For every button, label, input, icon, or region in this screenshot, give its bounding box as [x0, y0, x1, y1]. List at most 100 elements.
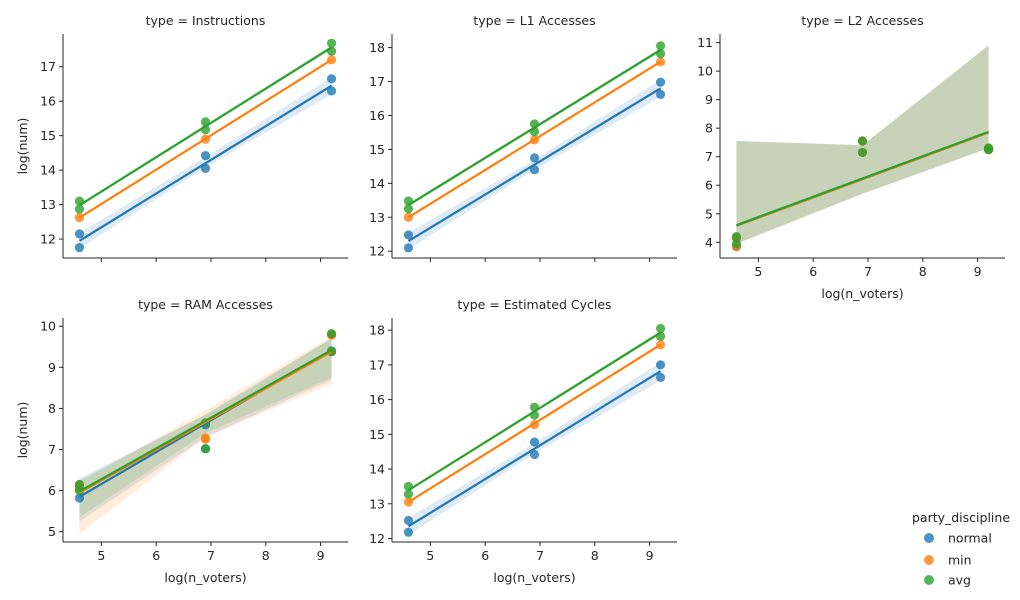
- data-point-normal: [529, 449, 540, 460]
- y-tick-label: 5: [705, 206, 713, 221]
- y-tick-label: 15: [369, 142, 385, 157]
- y-tick-label: 10: [40, 319, 56, 334]
- y-tick-label: 16: [369, 108, 385, 123]
- panel-type-ram-accesses: type = RAM Accesses 5 6 7 8 9 10 5 6 7 8 9 log(n_vot…: [15, 297, 348, 585]
- data-point-normal: [529, 153, 540, 163]
- x-tick-label: 5: [426, 548, 434, 563]
- fit-line-normal: [407, 370, 662, 528]
- fit-line-avg: [78, 46, 333, 207]
- data-point-avg: [74, 204, 85, 214]
- fit-line-avg: [407, 49, 662, 206]
- y-tick-label: 15: [40, 128, 56, 143]
- x-tick-label: 7: [536, 548, 544, 563]
- y-tick-label: 9: [48, 360, 56, 375]
- x-tick-label: 5: [97, 548, 105, 563]
- legend-marker-normal: [924, 533, 934, 543]
- y-axis-label: log(num): [15, 402, 30, 459]
- y-tick-label: 7: [48, 442, 56, 457]
- panel-title: type = RAM Accesses: [138, 297, 273, 312]
- legend-label-normal: normal: [948, 531, 992, 546]
- fit-line-normal: [407, 87, 662, 242]
- y-tick-label: 6: [705, 178, 713, 193]
- y-tick-label: 16: [40, 94, 56, 109]
- data-point-normal: [403, 230, 414, 240]
- y-tick-label: 13: [369, 210, 385, 225]
- y-tick-label: 14: [369, 462, 385, 477]
- data-point-normal: [200, 163, 211, 173]
- y-tick-label: 14: [40, 163, 56, 178]
- data-point-avg: [326, 38, 337, 48]
- x-tick-label: 6: [152, 548, 160, 563]
- y-tick-label: 17: [40, 59, 56, 74]
- data-point-avg: [857, 136, 868, 146]
- data-point-normal: [326, 86, 337, 96]
- data-point-avg: [983, 143, 994, 153]
- y-tick-label: 13: [40, 197, 56, 212]
- y-tick-label: 11: [697, 35, 713, 50]
- x-axis-label: log(n_voters): [493, 570, 575, 585]
- y-tick-label: 5: [48, 524, 56, 539]
- fit-line-min: [407, 60, 662, 219]
- data-point-normal: [655, 360, 666, 370]
- y-tick-label: 7: [705, 149, 713, 164]
- data-point-normal: [655, 89, 666, 100]
- x-tick-label: 8: [262, 548, 270, 563]
- y-tick-label: 12: [40, 232, 56, 247]
- y-tick-label: 8: [705, 121, 713, 136]
- x-tick-label: 9: [646, 548, 654, 563]
- data-point-normal: [403, 515, 414, 526]
- data-point-normal: [74, 229, 85, 239]
- ci-band-avg: [736, 45, 989, 244]
- legend: party_discipline normal min avg: [912, 510, 1010, 588]
- y-tick-label: 16: [369, 392, 385, 407]
- x-tick-label: 9: [974, 264, 982, 279]
- panel-title: type = L1 Accesses: [473, 13, 595, 28]
- data-point-normal: [529, 165, 540, 175]
- y-tick-label: 13: [369, 496, 385, 511]
- x-tick-label: 9: [317, 548, 325, 563]
- data-point-avg: [403, 204, 414, 214]
- data-point-avg: [655, 323, 666, 334]
- data-point-avg: [731, 239, 742, 249]
- data-point-avg: [731, 231, 742, 242]
- x-tick-label: 7: [207, 548, 215, 563]
- data-point-normal: [200, 151, 211, 161]
- data-point-normal: [655, 372, 666, 382]
- panel-title: type = Instructions: [146, 13, 266, 28]
- data-point-normal: [655, 77, 666, 87]
- panel-type-estimated-cycles: type = Estimated Cycles 12 13 14 15 16 17 18 5 6 7…: [369, 297, 677, 585]
- panel-type-l2-accesses: type = L2 Accesses 4 5 6 7 8 9 10 11 5 6 7 8 9 log(n_v…: [697, 13, 1005, 301]
- y-tick-label: 18: [369, 323, 385, 338]
- y-tick-label: 17: [369, 74, 385, 89]
- y-tick-label: 12: [369, 531, 385, 546]
- y-axis-label: log(num): [15, 118, 30, 175]
- legend-title: party_discipline: [912, 510, 1010, 525]
- panel-title: type = L2 Accesses: [801, 13, 923, 28]
- data-point-avg: [74, 479, 85, 490]
- fit-line-avg: [407, 331, 662, 492]
- legend-entry-min: min: [924, 553, 972, 568]
- data-point-normal: [403, 527, 414, 537]
- x-tick-label: 8: [919, 264, 927, 279]
- legend-entry-normal: normal: [924, 531, 992, 546]
- data-point-min: [200, 433, 211, 443]
- y-tick-label: 6: [48, 483, 56, 498]
- y-tick-label: 14: [369, 176, 385, 191]
- data-point-normal: [74, 243, 85, 253]
- x-axis-label: log(n_voters): [164, 570, 246, 585]
- x-tick-label: 8: [591, 548, 599, 563]
- panel-title: type = Estimated Cycles: [457, 297, 611, 312]
- x-axis-label: log(n_voters): [821, 286, 903, 301]
- fit-line-min: [407, 343, 662, 503]
- facet-panels: type = Instructions 12 13 14 15 16 17 log(num) t…: [15, 13, 1005, 585]
- y-tick-label: 4: [705, 235, 713, 250]
- ci-band-normal: [736, 45, 989, 244]
- legend-marker-min: [924, 555, 934, 565]
- fit-line-min: [78, 350, 333, 494]
- fit-line-avg: [78, 349, 333, 493]
- fit-line-avg: [736, 130, 989, 227]
- legend-label-min: min: [948, 553, 972, 568]
- fit-line-min: [78, 58, 333, 219]
- data-point-avg: [403, 489, 414, 499]
- y-tick-label: 12: [369, 244, 385, 259]
